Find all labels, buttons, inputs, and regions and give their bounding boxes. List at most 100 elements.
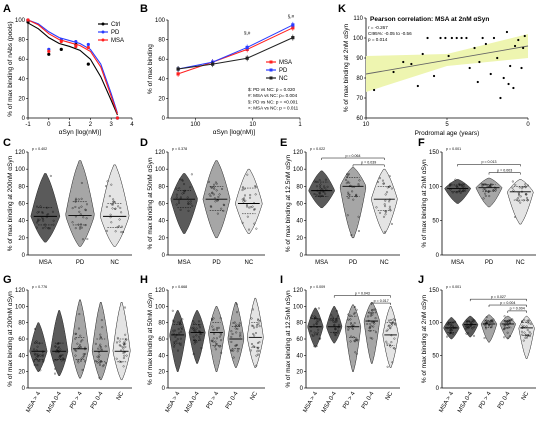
violin-point — [385, 340, 388, 343]
panel-C-ylabel: % of max binding at 200nM αSyn — [7, 155, 14, 251]
violin-point — [529, 332, 532, 335]
violin-pd-4 — [71, 299, 89, 379]
violin-point — [313, 345, 316, 348]
panel-B-y-tick-label: 60 — [158, 57, 165, 63]
violin-point — [315, 323, 318, 326]
violin-point — [114, 207, 117, 210]
violin-point — [211, 191, 214, 194]
violin-point — [123, 343, 125, 346]
violin-point — [317, 328, 320, 331]
violin-point — [44, 223, 47, 226]
violin-point — [101, 365, 104, 368]
category-label: PD > 4 — [342, 390, 357, 410]
violin-point — [351, 190, 354, 193]
violin-point — [175, 187, 178, 190]
violin-point — [368, 311, 371, 314]
violin-point — [393, 337, 396, 340]
violin-point — [336, 317, 339, 320]
violin-point — [379, 177, 381, 180]
violin-point — [390, 222, 393, 225]
violin-point — [376, 181, 379, 184]
violin-point — [480, 182, 483, 185]
violin-point — [77, 223, 80, 226]
violin-point — [319, 187, 322, 190]
violin-point — [60, 359, 63, 362]
panel-F-y-tick-label: 50 — [432, 219, 439, 225]
data-point-nc — [176, 67, 180, 71]
panel-H-y-tick-label: 20 — [158, 370, 165, 376]
violin-point — [79, 226, 82, 229]
data-point-msa — [86, 45, 90, 50]
bracket-pvalue: p = 0.043 — [355, 292, 370, 296]
violin-point — [334, 332, 337, 334]
violin-point — [333, 324, 336, 327]
violin-point — [181, 179, 184, 182]
violin-point — [81, 238, 84, 241]
panel-A-x-tick-label: 1 — [68, 122, 72, 128]
violin-point — [111, 203, 114, 206]
scatter-point — [484, 42, 487, 46]
violin-point — [315, 332, 318, 335]
violin-point — [481, 184, 484, 187]
violin-point — [213, 345, 216, 348]
violin-point — [357, 215, 360, 218]
category-label: PD — [485, 260, 494, 266]
violin-point — [189, 186, 192, 189]
violin-point — [320, 194, 323, 197]
category-label: MSA — [315, 260, 328, 266]
violin-point — [324, 192, 327, 195]
violin-point — [524, 336, 527, 339]
panel-E-y-tick-label: 80 — [296, 184, 303, 190]
violin-point — [198, 338, 201, 341]
violin-point — [108, 195, 111, 198]
panel-I-y-tick-label: 80 — [296, 321, 303, 327]
violin-point — [386, 342, 389, 345]
violin-point — [456, 191, 459, 194]
panel-letter-H: H — [140, 274, 148, 286]
violin-point — [181, 318, 184, 321]
panel-K-stat-line: CI95%: -0.05 to -0.56 — [368, 31, 412, 36]
violin-point — [187, 202, 190, 205]
violin-point — [386, 191, 388, 194]
violin-point — [230, 330, 233, 333]
violin-point — [81, 356, 84, 359]
panel-I-y-tick-label: 40 — [296, 353, 303, 359]
violin-point — [473, 325, 476, 328]
scatter-point — [522, 46, 525, 50]
violin-point — [259, 319, 262, 322]
violin-point — [319, 185, 322, 188]
data-point-msa — [26, 18, 30, 22]
violin-point — [173, 343, 176, 346]
panel-E-y-tick-label: 60 — [296, 202, 303, 208]
violin-point — [121, 346, 124, 349]
violin-point — [118, 225, 121, 228]
violin-point — [373, 308, 376, 311]
violin-point — [82, 216, 85, 219]
scatter-point — [392, 70, 395, 74]
violin-point — [523, 319, 526, 322]
panel-K-ylabel: % of max binding at 2nM αSyn — [343, 23, 350, 112]
violin-point — [235, 303, 238, 306]
violin-point — [42, 227, 45, 230]
violin-point — [514, 183, 517, 186]
violin-point — [390, 324, 393, 327]
violin-point — [217, 195, 220, 198]
violin-point — [488, 320, 491, 323]
violin-point — [337, 323, 340, 326]
violin-point — [183, 190, 186, 192]
data-point-ctrl — [86, 62, 90, 66]
panel-H-y-tick-label: 60 — [158, 337, 165, 343]
legend-label-msa: MSA — [279, 60, 292, 66]
violin-point — [521, 324, 524, 327]
violin-point — [110, 221, 113, 224]
series-line-ctrl — [27, 22, 118, 116]
violin-point — [369, 325, 372, 328]
violin-point — [455, 191, 458, 194]
violin-point — [312, 334, 315, 337]
significance-bracket — [333, 295, 391, 298]
violin-point — [106, 229, 108, 232]
violin-point — [198, 320, 200, 323]
violin-point — [319, 191, 322, 194]
violin-point — [490, 319, 493, 322]
panel-C-y-tick-label: 60 — [18, 202, 25, 208]
